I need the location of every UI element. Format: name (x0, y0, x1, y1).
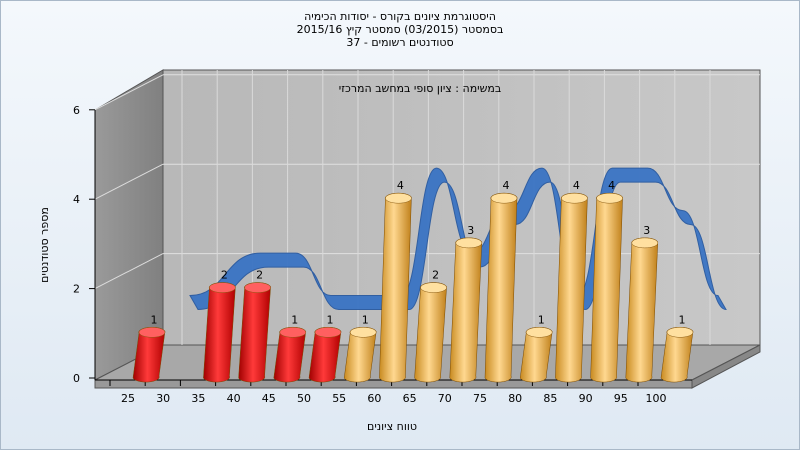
bar-80 (519, 326, 553, 383)
y-tick-label: 6 (73, 104, 80, 117)
x-tick-label: 55 (332, 392, 346, 405)
data-label: 1 (538, 313, 545, 326)
y-tick-label: 4 (73, 193, 80, 206)
bar-top (490, 192, 518, 204)
chart-annotation: במשימה : ציון סופי במחשב המרכזי (339, 82, 502, 95)
x-tick-label: 75 (473, 392, 487, 405)
bar-75 (484, 192, 518, 383)
x-axis-label: טווח ציונים (367, 420, 417, 433)
bar-70 (449, 237, 483, 383)
y-axis-label: מספר סטודנטים (38, 207, 51, 283)
bar-25 (132, 326, 166, 383)
x-tick-label: 25 (121, 392, 135, 405)
bar-top (244, 282, 271, 293)
bar-95 (625, 237, 659, 383)
x-tick-label: 65 (403, 392, 417, 405)
data-label: 4 (608, 179, 615, 192)
bar-35 (203, 282, 236, 383)
bar-40 (238, 282, 271, 383)
bar-60 (379, 192, 412, 383)
x-tick-label: 40 (227, 392, 241, 405)
bar-65 (414, 282, 447, 383)
bar-45 (273, 326, 307, 383)
data-label: 2 (432, 269, 439, 282)
data-label: 3 (643, 224, 650, 237)
data-label: 1 (327, 313, 334, 326)
bar-top (279, 327, 307, 338)
data-label: 3 (467, 224, 474, 237)
bar-50 (308, 326, 342, 383)
x-tick-label: 85 (543, 392, 557, 405)
bar-top (666, 327, 694, 338)
bar-top (209, 282, 236, 293)
x-tick-label: 70 (438, 392, 452, 405)
bar-100 (660, 326, 694, 383)
chart-title-line-1: היסטוגרמת ציונים בקורס - יסודות הכימיה (304, 10, 496, 23)
axis-ticks: 0 2 4 6 25 30 35 40 45 50 55 60 65 70 75 80 85 90 95 100 (73, 104, 692, 405)
bar-top (525, 327, 553, 338)
bar-85 (555, 192, 588, 383)
data-label: 1 (151, 313, 158, 326)
x-tick-label: 60 (367, 392, 381, 405)
data-label: 4 (503, 179, 510, 192)
y-tick-label: 2 (73, 283, 80, 296)
bar-top (349, 327, 377, 338)
chart-title-line-3: סטודנטים רשומים - 37 (346, 36, 454, 49)
bar-55 (343, 326, 377, 383)
chart-title: היסטוגרמת ציונים בקורס - יסודות הכימיה ב… (0, 10, 800, 49)
bar-top (138, 327, 166, 338)
data-label: 4 (573, 179, 580, 192)
bar-top (385, 192, 412, 204)
gridline-side (94, 163, 164, 200)
data-label: 2 (221, 269, 228, 282)
x-tick-label: 30 (156, 392, 170, 405)
x-tick-label: 45 (262, 392, 276, 405)
bar-top (455, 237, 483, 249)
bars: 1 2 2 1 1 1 4 2 3 4 1 4 4 3 1 (132, 179, 694, 383)
data-label: 1 (362, 313, 369, 326)
bar-top (314, 327, 342, 338)
data-label: 1 (291, 313, 298, 326)
x-tick-label: 80 (508, 392, 522, 405)
x-tick-label: 50 (297, 392, 311, 405)
data-label: 1 (679, 313, 686, 326)
x-tick-label: 100 (646, 392, 667, 405)
bar-top (596, 192, 623, 204)
chart-title-line-2: בסמסטר (03/2015) סמסטר קיץ 2015/16 (296, 23, 504, 36)
x-tick-label: 35 (191, 392, 205, 405)
data-label: 2 (256, 269, 263, 282)
gridline-side (94, 74, 164, 111)
bar-top (420, 282, 447, 293)
x-tick-label: 95 (614, 392, 628, 405)
data-label: 4 (397, 179, 404, 192)
gridline-side (94, 253, 164, 290)
bar-90 (590, 192, 623, 383)
bar-top (561, 192, 588, 204)
bar-top (631, 237, 659, 249)
x-tick-label: 90 (579, 392, 593, 405)
y-tick-label: 0 (73, 372, 80, 385)
